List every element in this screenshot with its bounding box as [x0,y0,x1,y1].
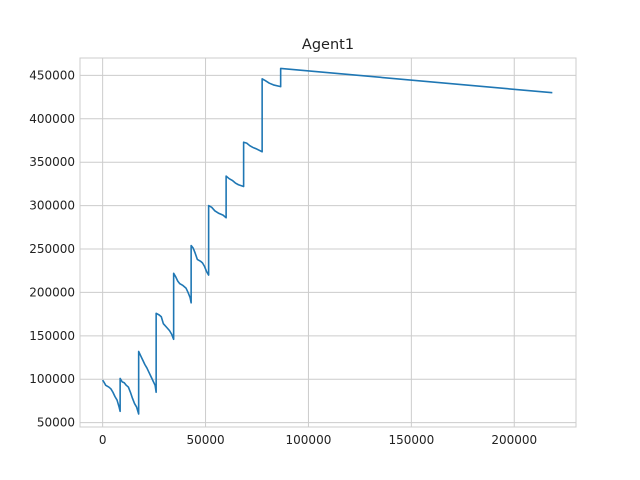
y-tick-label: 250000 [29,242,75,256]
x-tick-label: 0 [99,433,107,447]
y-tick-label: 350000 [29,155,75,169]
series-group [101,67,553,415]
y-tick-label: 50000 [37,416,75,430]
y-tick-label: 200000 [29,285,75,299]
chart-title: Agent1 [302,37,354,53]
y-tick-label: 400000 [29,112,75,126]
plot-area-frame [79,57,577,428]
x-tick-label: 200000 [491,433,537,447]
x-axis-ticks: 0 50000 100000 150000 200000 [99,433,537,447]
y-tick-label: 150000 [29,329,75,343]
grid [80,58,576,427]
y-tick-label: 100000 [29,372,75,386]
x-tick-label: 150000 [388,433,434,447]
y-axis-ticks: 50000 100000 150000 200000 250000 300000 35000… [29,68,75,429]
y-tick-label: 450000 [29,68,75,82]
y-tick-label: 300000 [29,199,75,213]
series-line [101,67,553,415]
x-tick-label: 50000 [186,433,224,447]
x-tick-label: 100000 [286,433,332,447]
